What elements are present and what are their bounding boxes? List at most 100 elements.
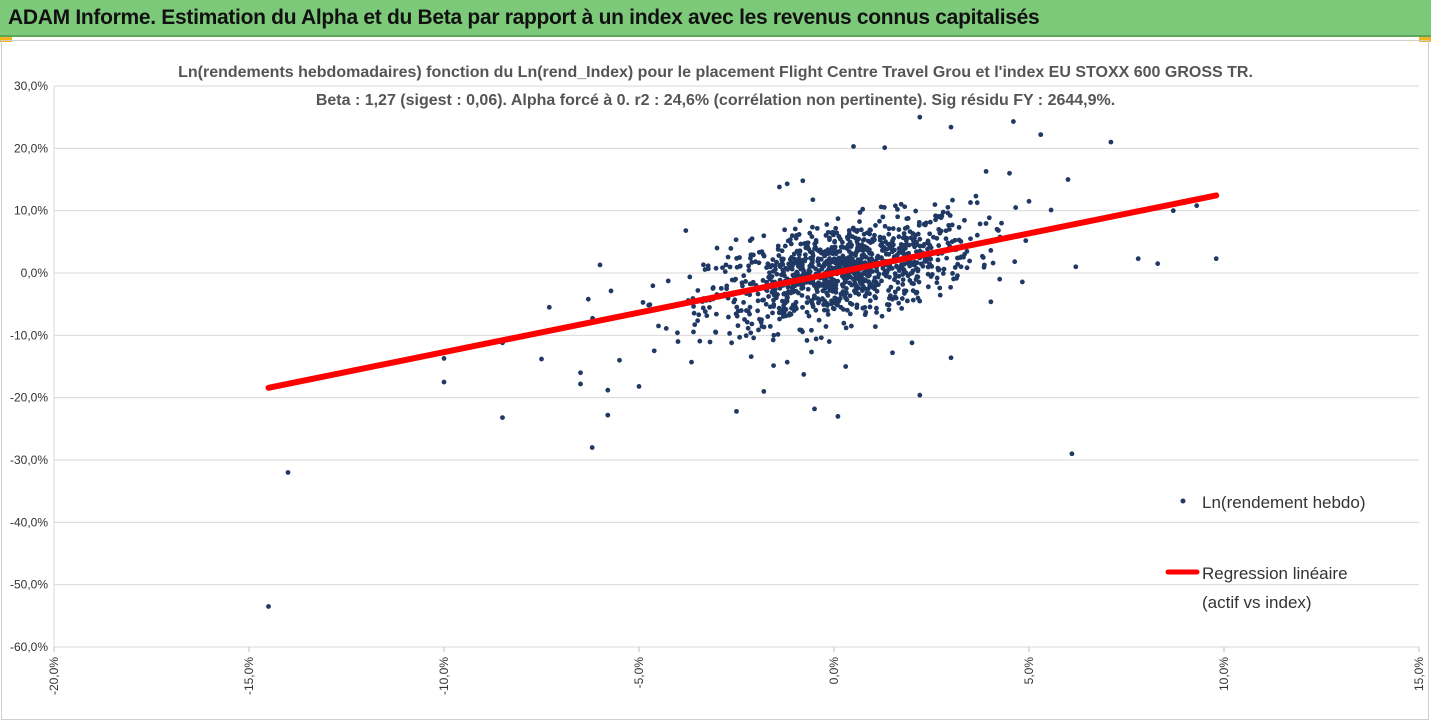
data-point [914,289,920,295]
data-point [675,330,680,336]
data-point [783,307,789,312]
data-point [799,293,805,298]
data-point [914,274,920,280]
data-point [1026,198,1032,204]
data-point [986,215,992,221]
data-point [1194,203,1200,209]
data-point [539,356,544,362]
data-point [786,261,792,267]
data-point [771,332,777,338]
data-point [886,307,892,313]
data-point [727,330,733,336]
data-point [735,323,741,329]
data-point [697,338,703,344]
data-point [870,239,876,244]
data-point [931,234,936,240]
data-point [695,288,701,293]
data-point [893,295,899,301]
data-point [860,206,866,212]
data-point [997,276,1003,282]
data-point [847,280,852,286]
data-point [737,334,743,340]
data-point [761,297,767,303]
data-point [734,264,740,270]
chart-subtitle: Beta : 1,27 (sigest : 0,06). Alpha forcé… [315,92,1116,109]
x-tick-label: -10,0% [437,657,451,695]
data-point [1170,208,1176,214]
data-point [981,264,987,270]
data-point [734,408,739,414]
data-point [1135,256,1141,262]
data-point [758,319,764,325]
data-point [906,242,912,248]
data-point [771,363,776,368]
data-point [779,248,785,254]
data-point [838,244,844,250]
data-point [842,293,848,299]
y-tick-label: -40,0% [10,515,48,529]
data-point [964,265,970,271]
data-point [734,255,740,261]
data-point [874,305,879,311]
data-point [886,302,892,308]
data-point [805,240,811,246]
data-point [955,273,960,279]
data-point [743,333,749,339]
data-point [843,325,849,331]
data-point [585,296,591,302]
data-point [733,311,739,317]
data-point [774,259,779,265]
data-point [705,266,711,272]
data-point [832,238,838,244]
data-point [745,325,751,331]
data-point [927,219,933,225]
data-point [739,280,745,286]
data-point [855,257,861,263]
data-point [851,277,857,282]
data-point [749,260,755,265]
data-point [988,299,994,305]
data-point [790,263,795,268]
data-point [905,216,911,221]
data-point [747,292,753,298]
data-point [782,243,788,249]
data-point [578,370,583,376]
y-tick-label: -20,0% [10,391,48,405]
data-point [636,384,642,389]
data-point [650,283,656,289]
data-point [824,300,830,306]
data-point [822,250,828,256]
data-point [804,309,810,315]
data-point [925,284,931,290]
data-point [909,340,915,346]
data-point [285,470,291,475]
data-point [974,200,980,206]
data-point [905,260,911,266]
data-point [675,339,681,344]
data-point [809,234,815,240]
data-point [776,305,782,311]
y-tick-label: -60,0% [10,640,48,654]
data-point [807,249,813,255]
data-point [441,379,447,385]
data-point [747,311,752,317]
data-point [695,318,701,324]
legend-line-label: Regression linéaire [1202,564,1348,583]
data-point [934,280,940,286]
x-tick-label: 10,0% [1217,657,1231,691]
data-point [814,289,820,295]
data-point [770,310,775,316]
data-point [858,227,864,233]
data-point [879,278,884,284]
data-point [788,290,794,296]
data-point [816,280,822,286]
data-point [802,252,808,258]
data-point [855,276,861,282]
data-point [892,289,898,295]
data-point [804,338,810,343]
data-point [881,235,887,241]
data-point [854,302,860,308]
data-point [862,244,868,250]
data-point [723,262,729,268]
data-point [1213,256,1219,262]
